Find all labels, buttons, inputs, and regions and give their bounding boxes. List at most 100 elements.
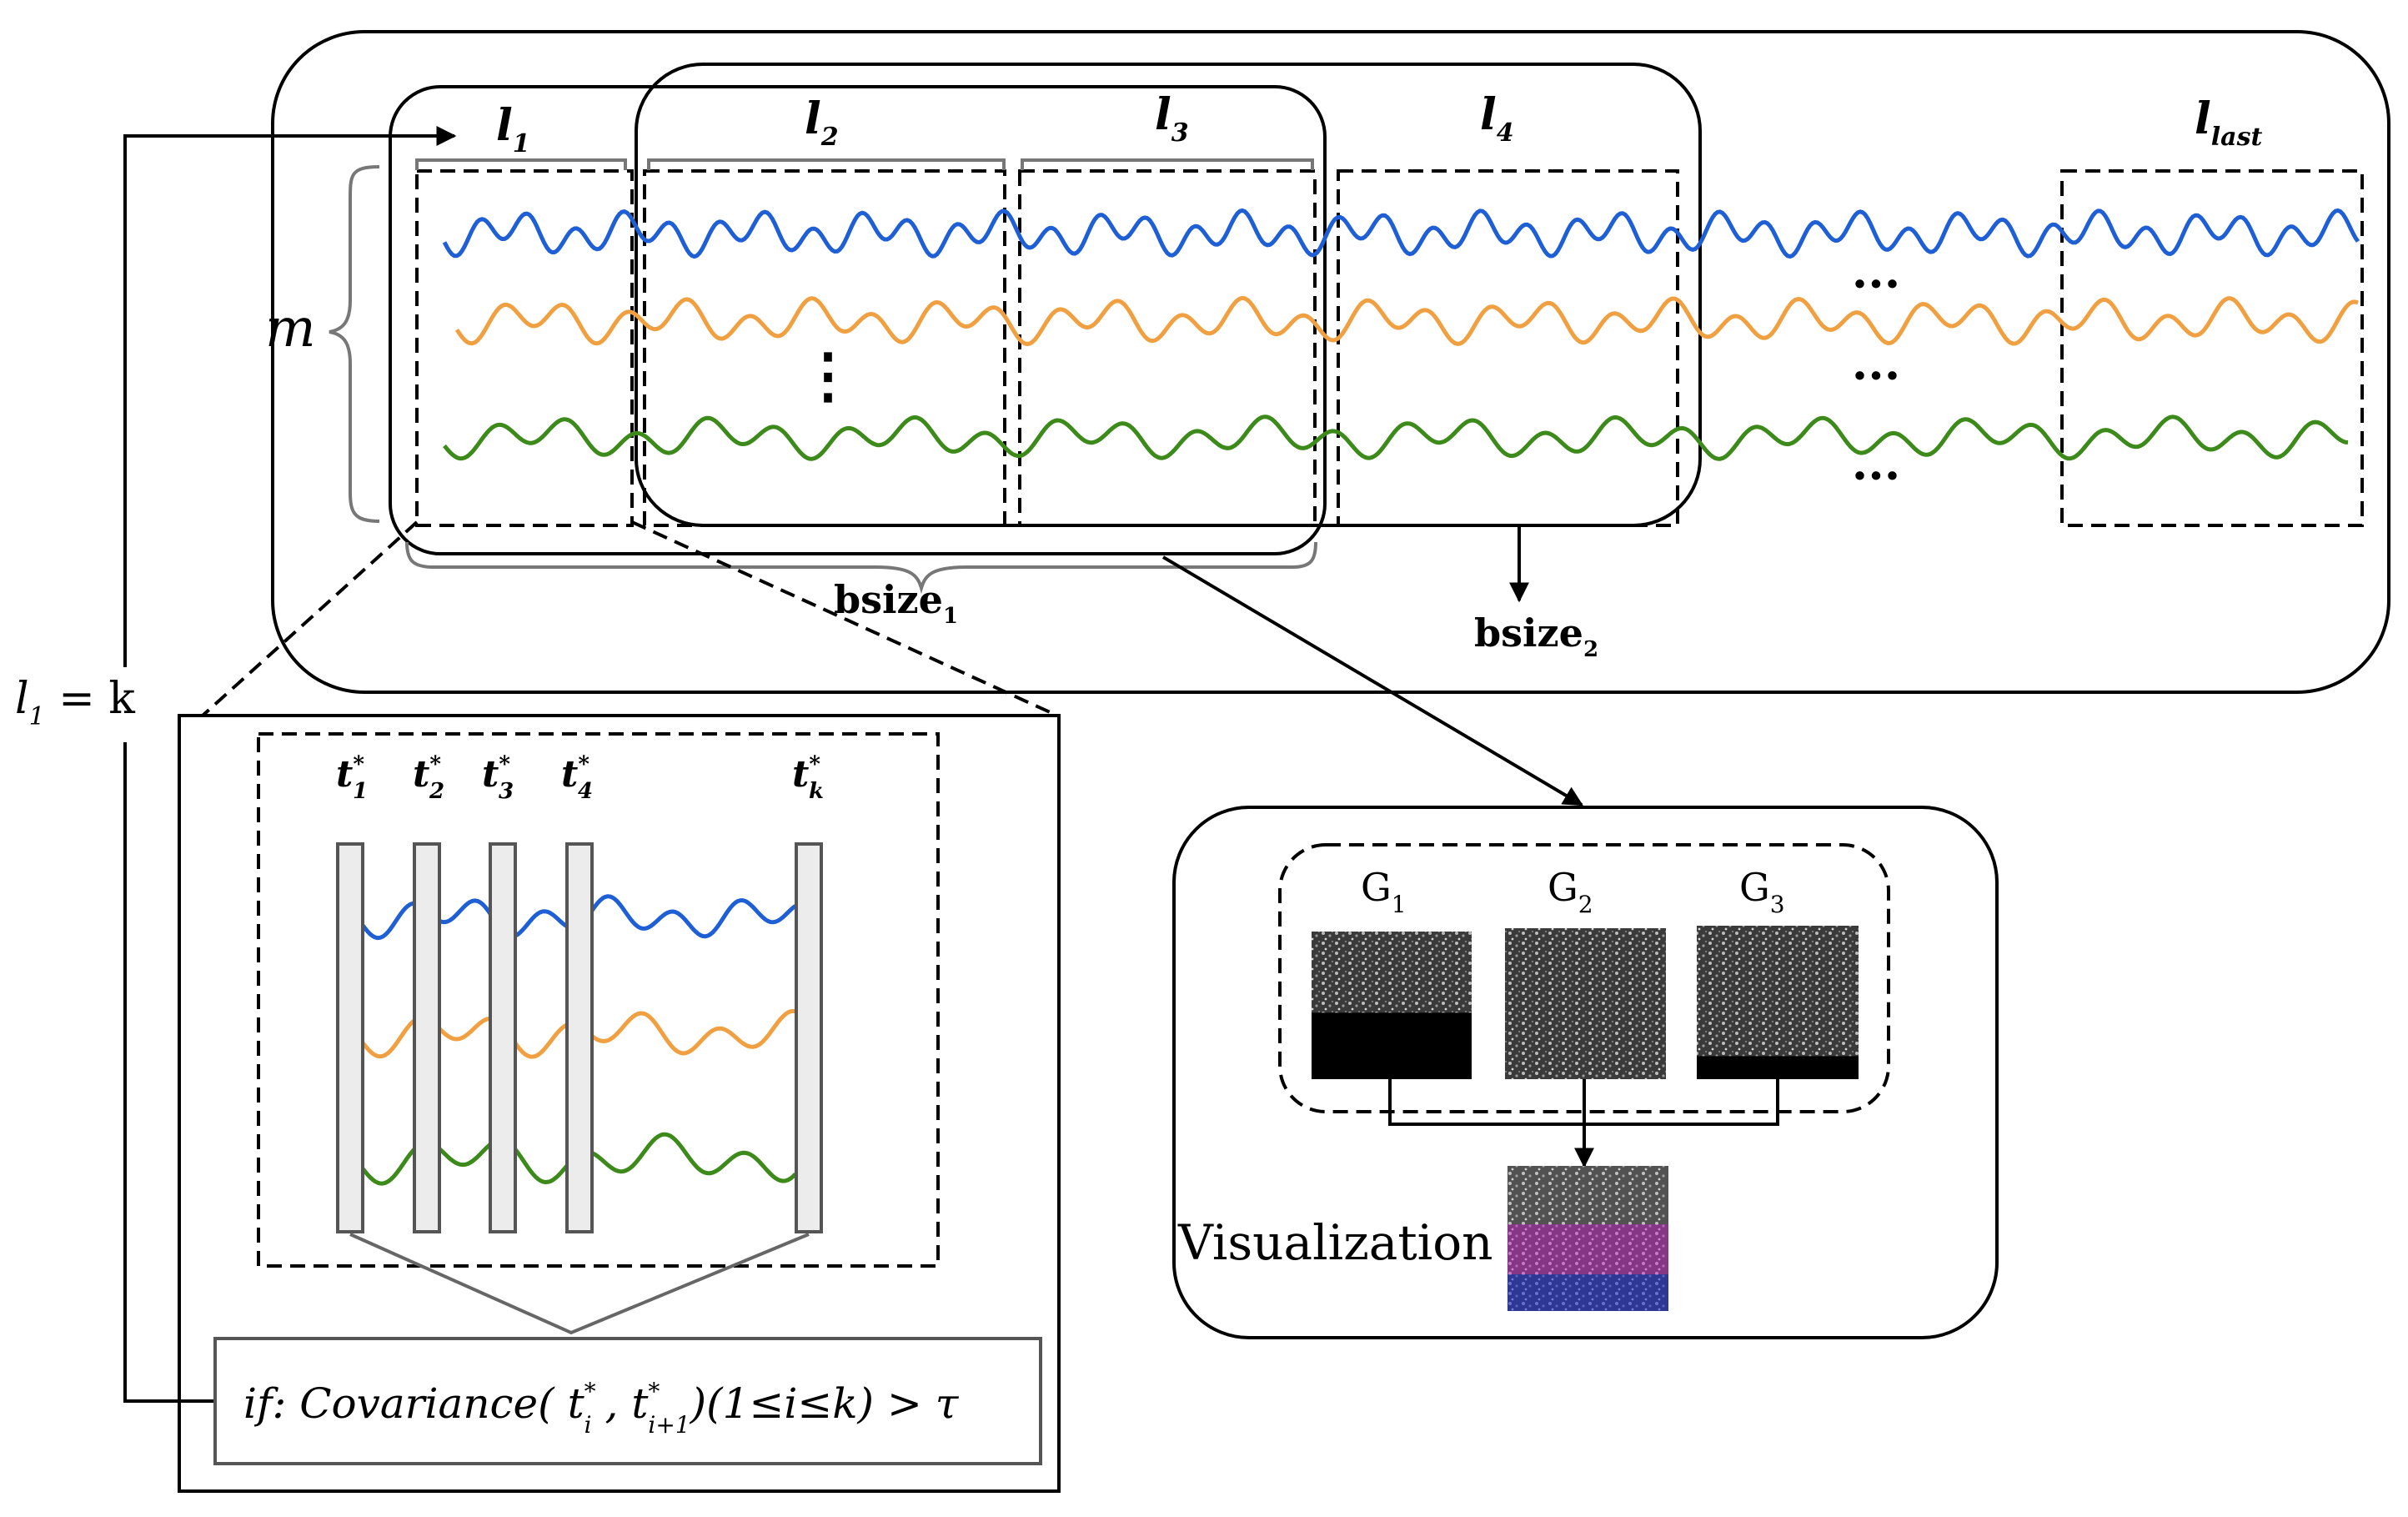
- zoom-panel: [178, 714, 1061, 1493]
- gaf-image-3: [1697, 926, 1859, 1079]
- to-visualization-arrow: [1161, 555, 1584, 806]
- label-m: m: [265, 298, 316, 359]
- label-g2: G2: [1548, 865, 1593, 918]
- label-tk-sub: k: [809, 779, 824, 804]
- condition-prefix: if: Covariance(: [243, 1379, 568, 1428]
- label-bsize2: bsize2: [1474, 610, 1598, 662]
- label-bsize1: bsize1: [834, 577, 958, 629]
- label-l1-eq-rest: = k: [45, 674, 136, 724]
- condition-suffix: )(1≤i≤k) > τ: [690, 1379, 960, 1428]
- label-bsize2-sub: 2: [1583, 637, 1598, 662]
- condition-text: if: Covariance( t* i , t* i+1)(1≤i≤k) > τ: [243, 1378, 960, 1439]
- label-t4-sup: *: [578, 752, 589, 777]
- visualization-panel: [1172, 806, 1999, 1339]
- label-tk: t* k: [792, 752, 824, 804]
- label-t1: t* 1: [336, 752, 368, 804]
- label-t3: t* 3: [482, 752, 514, 804]
- condition-star1: *: [584, 1378, 596, 1405]
- visualization-label: Visualization: [1177, 1214, 1492, 1271]
- label-t1-sub: 1: [353, 779, 368, 804]
- label-l1: l1: [496, 100, 530, 158]
- series-1-wave: [442, 208, 2360, 259]
- condition-box: [213, 1337, 1042, 1465]
- label-llast: llast: [2195, 93, 2262, 152]
- label-l4-sub: 4: [1497, 118, 1514, 148]
- visualization-image-band-3-tint: [1508, 1274, 1668, 1311]
- timestamp-bar-k: [795, 842, 823, 1233]
- timestamp-bar-4: [565, 842, 594, 1233]
- brace-l1: [415, 158, 627, 170]
- label-t1-base: t: [336, 753, 353, 796]
- label-llast-base: l: [2195, 93, 2211, 144]
- gaf-image-3-black-region: [1697, 1056, 1859, 1079]
- main-waves: [442, 208, 2360, 461]
- funnel-lines: [349, 1233, 810, 1335]
- condition-sep: ,: [592, 1379, 632, 1428]
- visualization-image-band-2-tint: [1508, 1224, 1668, 1274]
- label-l3-sub: 3: [1171, 118, 1189, 148]
- label-t3-sub: 3: [499, 779, 514, 804]
- label-l2-sub: 2: [820, 123, 839, 152]
- label-l1-sub: 1: [513, 129, 530, 158]
- label-g1-sub: 1: [1392, 891, 1407, 918]
- label-g1-base: G: [1361, 865, 1392, 910]
- label-l1-eq-sub: 1: [29, 702, 45, 731]
- label-llast-sub: last: [2211, 123, 2263, 152]
- label-t1-sup: *: [353, 752, 364, 777]
- bsize1-brace: [405, 541, 1317, 595]
- zoom-dashed-box: [257, 732, 940, 1268]
- gaf-image-1-black-region: [1312, 1012, 1472, 1079]
- label-g1: G1: [1361, 865, 1407, 918]
- segment-box-llast: [2060, 169, 2364, 527]
- zoom-line-left: [201, 520, 419, 717]
- label-g2-sub: 2: [1578, 891, 1593, 918]
- timestamp-bar-3: [489, 842, 517, 1233]
- timestamp-bar-2: [413, 842, 441, 1233]
- label-t4-base: t: [561, 753, 578, 796]
- timestamp-bar-1: [336, 842, 364, 1233]
- visualization-image-band-1-tint: [1508, 1166, 1668, 1224]
- label-l3-base: l: [1155, 89, 1171, 140]
- label-t2: t* 2: [413, 752, 444, 804]
- condition-t2: t: [631, 1379, 649, 1428]
- window-bsize1: [389, 85, 1327, 555]
- gaf-dashed-box: [1278, 843, 1890, 1113]
- segment-box-l4: [1337, 169, 1679, 527]
- label-t3-base: t: [482, 753, 499, 796]
- visualization-image: [1508, 1166, 1668, 1311]
- vertical-dots: ⋮: [798, 339, 858, 410]
- label-l2-base: l: [805, 93, 821, 144]
- condition-t1: t: [568, 1379, 585, 1428]
- label-t4: t* 4: [561, 752, 593, 804]
- brace-l2: [647, 158, 1006, 170]
- label-t2-sub: 2: [429, 779, 444, 804]
- ellipsis-3: ···: [1852, 449, 1901, 504]
- label-bsize1-sub: 1: [943, 604, 958, 629]
- label-l1-eq-base: l: [15, 674, 29, 724]
- label-t3-sup: *: [499, 752, 510, 777]
- label-tk-sup: *: [809, 752, 820, 777]
- segment-box-l1: [415, 169, 634, 527]
- label-t2-sup: *: [429, 752, 441, 777]
- label-l3: l3: [1155, 89, 1189, 148]
- series-3-wave: [443, 414, 2349, 461]
- label-g3-base: G: [1739, 865, 1770, 910]
- label-l2: l2: [805, 93, 839, 152]
- zoom-line-right: [631, 520, 1058, 717]
- label-l1-base: l: [496, 100, 513, 151]
- condition-sub-i: i: [584, 1411, 592, 1439]
- label-bsize2-base: bsize: [1474, 610, 1583, 656]
- label-g3: G3: [1739, 865, 1785, 918]
- label-l1-eq-k: l1 = k: [15, 674, 135, 731]
- label-t4-sub: 4: [578, 779, 593, 804]
- m-brace: [329, 165, 380, 523]
- brace-l3: [1021, 158, 1314, 170]
- visualization-image-band-1: [1508, 1166, 1668, 1224]
- feedback-loop-line-top: [123, 126, 457, 742]
- condition-star2: *: [648, 1378, 660, 1405]
- segment-box-l2: [643, 169, 1006, 527]
- label-l4: l4: [1480, 89, 1514, 148]
- label-t2-base: t: [413, 753, 429, 796]
- l1-eq-bg: [79, 667, 171, 742]
